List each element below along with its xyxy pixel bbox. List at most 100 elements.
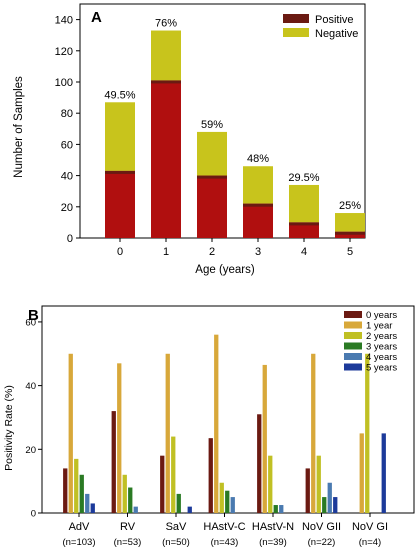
- panel-a-xtick-label: 5: [347, 246, 353, 258]
- panel-b-ytick-label: 40: [25, 381, 36, 392]
- bar-positive: [151, 80, 181, 238]
- panel-b-legend-swatch: [344, 353, 362, 360]
- bar-4-years: [327, 482, 332, 513]
- panel-b-legend-label: 3 years: [366, 342, 397, 353]
- panel-a-ytick-label: 120: [55, 46, 73, 58]
- panel-b-legend-swatch: [344, 342, 362, 350]
- panel-a-ytick-label: 100: [55, 77, 73, 89]
- bar-positive: [289, 222, 319, 238]
- bar-3-years: [225, 490, 230, 513]
- bar-4-years: [85, 493, 90, 513]
- bar-negative: [289, 184, 319, 223]
- bar-positive: [243, 203, 273, 238]
- bar-5-years: [333, 497, 338, 513]
- bar-positive: [335, 231, 365, 238]
- bar-0-years: [257, 414, 262, 513]
- bar-2-years: [171, 436, 176, 513]
- panel-b-label: B: [28, 307, 39, 324]
- panel-b-ytick-label: 20: [25, 445, 36, 456]
- bar-positive-cap: [335, 231, 365, 235]
- bar-4-years: [133, 506, 138, 513]
- panel-b-count-label: (n=39): [259, 537, 287, 548]
- panel-b-xtick-label: NoV GI: [352, 521, 388, 533]
- panel-a-legend-label: Positive: [315, 14, 354, 26]
- panel-b-xtick-label: AdV: [69, 521, 90, 533]
- panel-b-xtick-label: RV: [120, 521, 136, 533]
- bar-1-year: [117, 363, 122, 513]
- bar-positive-cap: [151, 80, 181, 84]
- panel-b-legend-swatch: [344, 321, 362, 329]
- panel-a-ylabel: Number of Samples: [13, 76, 25, 178]
- bar-percent-label: 59%: [201, 119, 223, 131]
- bar-positive: [197, 175, 227, 238]
- bar-2-years: [316, 455, 321, 513]
- bar-positive-cap: [289, 222, 319, 226]
- bar-negative: [243, 166, 273, 204]
- panel-b-count-label: (n=53): [114, 537, 142, 548]
- panel-b-chart: B Positivity Rate (%) 0 20 40 60 AdV (n=103) R…: [3, 305, 415, 548]
- panel-b-count-label: (n=4): [359, 537, 381, 548]
- bar-0-years: [208, 438, 213, 513]
- panel-b-xtick-label: SaV: [166, 521, 187, 533]
- bar-percent-label: 25%: [339, 200, 361, 212]
- bar-percent-label: 29.5%: [288, 172, 319, 184]
- panel-a-ytick-label: 80: [61, 108, 73, 120]
- panel-b-legend-swatch: [344, 332, 362, 339]
- bar-5-years: [90, 503, 95, 513]
- panel-b-xtick-label: HAstV-C: [203, 521, 245, 533]
- bar-percent-label: 48%: [247, 153, 269, 165]
- panel-a-xtick-label: 0: [117, 246, 123, 258]
- panel-b-legend-label: 5 years: [366, 363, 397, 374]
- panel-b-count-label: (n=22): [308, 537, 336, 548]
- panel-b-xtick-label: NoV GII: [302, 521, 341, 533]
- panel-a-ytick-label: 40: [61, 171, 73, 183]
- panel-b-legend-label: 1 year: [366, 321, 392, 332]
- bar-4-years: [230, 497, 235, 513]
- panel-a-legend-swatch: [283, 28, 309, 37]
- bar-negative: [151, 30, 181, 81]
- bar-negative: [105, 102, 135, 171]
- bar-0-years: [160, 455, 165, 513]
- bar-2-years: [365, 353, 370, 513]
- panel-b-legend-swatch: [344, 363, 362, 371]
- bar-2-years: [122, 474, 127, 513]
- bar-0-years: [63, 468, 68, 513]
- panel-a-ytick-label: 140: [55, 15, 73, 27]
- panel-a-xtick-label: 3: [255, 246, 261, 258]
- bar-3-years: [322, 497, 327, 513]
- bar-positive: [105, 170, 135, 238]
- bar-0-years: [111, 411, 116, 513]
- bar-5-years: [381, 433, 386, 513]
- bar-positive-cap: [105, 170, 135, 174]
- panel-b-legend-label: 4 years: [366, 352, 397, 363]
- bar-2-years: [268, 455, 273, 513]
- bar-3-years: [273, 505, 278, 513]
- panel-a-label: A: [91, 9, 102, 26]
- panel-b-ytick-label: 60: [25, 317, 36, 328]
- panel-a-xtick-label: 4: [301, 246, 307, 258]
- bar-positive-cap: [197, 175, 227, 179]
- panel-a-chart: A Number of Samples Age (years) 02040608…: [13, 3, 366, 276]
- panel-b-ytick-label: 0: [31, 509, 36, 520]
- bar-5-years: [187, 506, 192, 513]
- panel-a-xtick-label: 2: [209, 246, 215, 258]
- panel-a-legend-swatch: [283, 14, 309, 23]
- panel-a-ytick-label: 60: [61, 139, 73, 151]
- panel-b-legend-label: 0 years: [366, 310, 397, 321]
- panel-b-ylabel: Positivity Rate (%): [3, 385, 15, 471]
- bar-2-years: [219, 482, 224, 513]
- panel-a-ytick-label: 0: [67, 233, 73, 245]
- panel-b-count-label: (n=50): [162, 537, 190, 548]
- bar-negative: [197, 131, 227, 176]
- bar-3-years: [79, 474, 84, 513]
- bar-4-years: [279, 505, 284, 513]
- panel-b-legend-label: 2 years: [366, 331, 397, 342]
- bar-negative: [335, 213, 365, 232]
- panel-b-legend-swatch: [344, 311, 362, 318]
- panel-a-legend-label: Negative: [315, 28, 358, 40]
- bar-3-years: [176, 493, 181, 513]
- panel-a-xlabel: Age (years): [195, 264, 255, 276]
- panel-a-xtick-label: 1: [163, 246, 169, 258]
- bar-1-year: [68, 353, 73, 513]
